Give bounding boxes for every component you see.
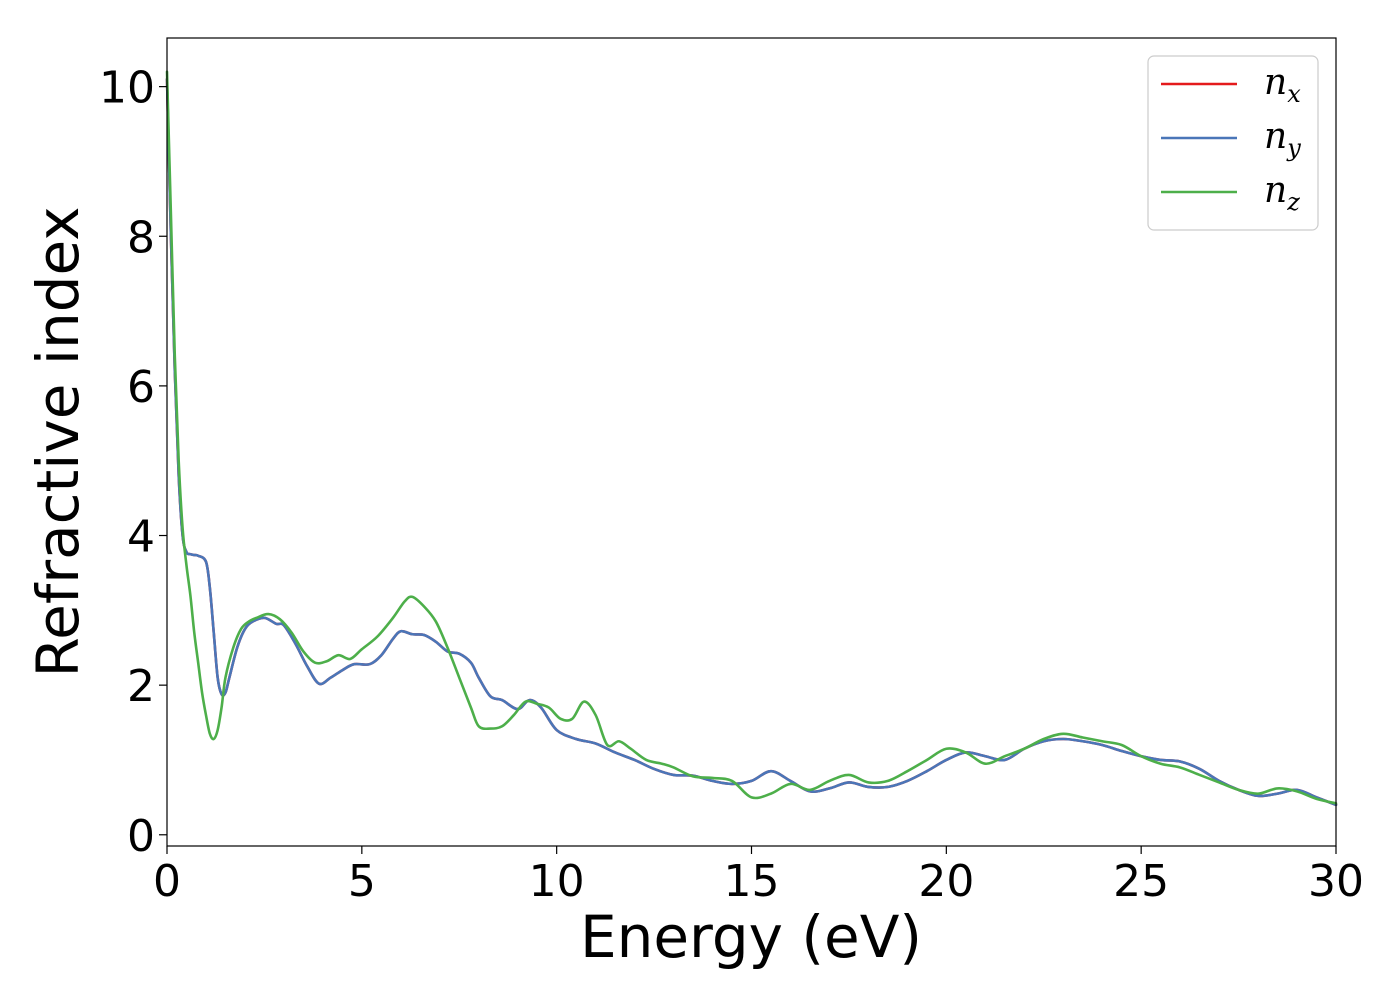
- y-tick-label: 0: [127, 811, 155, 862]
- y-tick-label: 10: [99, 63, 155, 114]
- legend: nx ny nz: [1147, 55, 1319, 231]
- legend-label-y: ny: [1264, 116, 1301, 162]
- y-tick-label: 4: [127, 512, 155, 563]
- y-tick-label: 6: [127, 362, 155, 413]
- y-tick-label: 2: [127, 661, 155, 712]
- x-tick-label: 30: [1308, 856, 1364, 907]
- legend-items: nx ny nz: [1161, 62, 1301, 216]
- x-axis-ticks: 0 5 10 15 20 25 30: [153, 846, 1364, 907]
- legend-box: [1147, 55, 1319, 231]
- series-layer: [165, 70, 1338, 807]
- y-axis-title: Refractive index: [24, 206, 92, 677]
- y-axis-ticks: 0 2 4 6 8 10: [99, 63, 167, 862]
- x-tick-label: 25: [1113, 856, 1169, 907]
- y-tick-label: 8: [127, 212, 155, 263]
- legend-label-z: nz: [1264, 170, 1300, 216]
- x-axis-title: Energy (eV): [580, 903, 922, 971]
- legend-label-x: nx: [1264, 62, 1301, 108]
- series-line-n-z: [165, 70, 1338, 805]
- x-tick-label: 10: [529, 856, 585, 907]
- x-tick-label: 0: [153, 856, 181, 907]
- x-tick-label: 20: [918, 856, 974, 907]
- x-tick-label: 15: [724, 856, 780, 907]
- series-line-n-y: [165, 77, 1338, 807]
- x-tick-label: 5: [348, 856, 376, 907]
